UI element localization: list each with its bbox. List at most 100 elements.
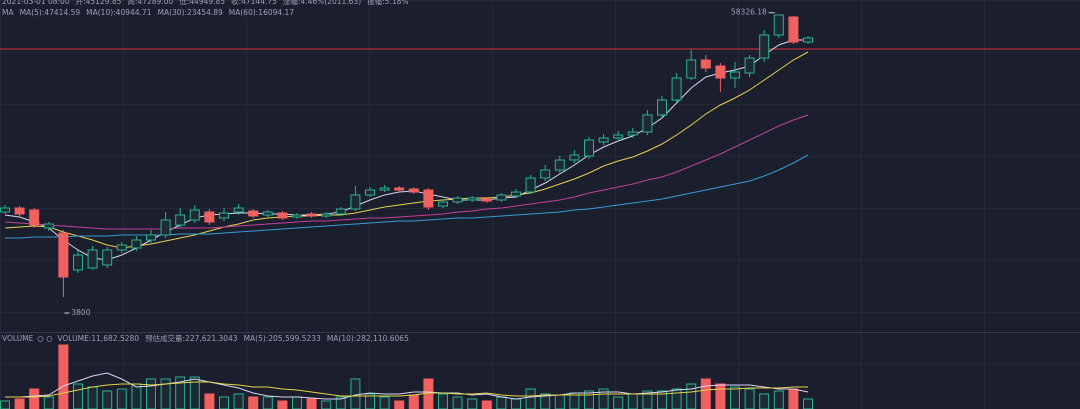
- volume-bar: [292, 396, 302, 409]
- volume-bar: [394, 400, 405, 409]
- candle-body: [671, 77, 682, 101]
- candle-body: [87, 249, 98, 269]
- candle-body: [613, 134, 624, 139]
- volume-bar: [657, 390, 667, 409]
- volume-title: VOLUME: [2, 334, 34, 343]
- volume-bar: [511, 398, 521, 409]
- candle-body: [175, 214, 186, 226]
- candle-body: [803, 37, 813, 43]
- candle-body: [306, 213, 317, 217]
- candle-body: [29, 209, 40, 226]
- volume-bar: [350, 378, 361, 409]
- candle-body: [511, 191, 521, 197]
- ma-line: [5, 154, 809, 239]
- volume-bar: [467, 398, 478, 409]
- candle-body: [759, 34, 770, 59]
- volume-bar: [233, 393, 244, 409]
- ma-line: [4, 51, 809, 249]
- legend-entry: MA(10):282,110.6065: [327, 334, 409, 343]
- volume-bar: [642, 390, 653, 409]
- candle-body: [204, 211, 215, 223]
- legend-entry: MA(30):23454.89: [157, 8, 223, 17]
- volume-bar: [744, 388, 755, 409]
- volume-bar: [613, 396, 624, 409]
- volume-bar: [248, 396, 259, 409]
- candle-body: [481, 198, 492, 202]
- volume-bar: [146, 378, 156, 409]
- candle-body: [219, 212, 229, 219]
- volume-bar: [277, 400, 288, 409]
- volume-bar: [408, 394, 419, 409]
- volume-bar: [0, 400, 10, 409]
- candle-body: [131, 239, 142, 249]
- volume-ma-line: [5, 381, 808, 398]
- candle-body: [292, 214, 302, 218]
- volume-bar: [160, 378, 171, 409]
- candle-body: [14, 207, 25, 215]
- volume-bar: [788, 388, 799, 409]
- ma-line: [4, 114, 809, 230]
- candle-body: [58, 232, 69, 278]
- volume-bar: [321, 400, 332, 409]
- volume-bar: [262, 396, 273, 409]
- candle-body: [423, 189, 434, 208]
- candle-body: [160, 219, 171, 236]
- volume-bar: [540, 393, 551, 409]
- volume-bar: [306, 398, 317, 409]
- volume-bar: [29, 388, 40, 409]
- candle-body: [657, 99, 667, 116]
- settings-icon[interactable]: [37, 336, 44, 342]
- candle-body: [467, 197, 478, 201]
- candle-body: [116, 244, 127, 251]
- candle-body: [189, 209, 200, 221]
- legend-entry: MA(60):16094.17: [229, 8, 295, 17]
- volume-bar: [481, 400, 492, 409]
- volume-bar: [438, 393, 448, 409]
- header-item: 高:47289.00: [127, 0, 173, 6]
- volume-bar: [671, 388, 682, 409]
- volume-bar: [759, 393, 770, 409]
- candle-body: [262, 211, 273, 216]
- volume-bar: [175, 376, 186, 409]
- candle-body: [730, 71, 740, 79]
- volume-bar: [598, 388, 609, 409]
- legend-entry: 预估成交量:227,621.3043: [145, 333, 238, 343]
- volume-bar: [700, 378, 711, 409]
- candle-body: [233, 207, 244, 213]
- candle-body: [554, 159, 565, 171]
- volume-bar: [131, 383, 142, 409]
- volume-bar: [335, 396, 346, 409]
- volume-ma-line: [5, 372, 809, 400]
- volume-bar: [773, 390, 784, 409]
- volume-bar: [584, 390, 594, 409]
- candle-body: [540, 169, 551, 179]
- candle-body: [0, 207, 10, 213]
- candle-body: [788, 16, 799, 43]
- volume-bar: [627, 393, 638, 409]
- candle-body: [102, 249, 113, 266]
- volume-bar: [365, 393, 375, 409]
- volume-bar: [14, 398, 25, 409]
- volume-bar: [525, 388, 536, 409]
- volume-bar: [189, 376, 200, 409]
- candle-body: [248, 210, 259, 217]
- candle-body: [700, 59, 711, 69]
- close-icon[interactable]: [46, 336, 53, 342]
- volume-bar: [715, 383, 726, 409]
- volume-bar: [58, 344, 69, 409]
- legend-entry: MA(5):205,599.5233: [244, 334, 321, 343]
- volume-bar: [219, 396, 229, 409]
- volume-bar: [730, 386, 740, 409]
- header-item: 振幅:5.18%: [367, 0, 408, 6]
- volume-bar: [204, 393, 215, 409]
- header-item: 收:47144.75: [231, 0, 277, 6]
- low-label: 3800: [71, 308, 90, 317]
- candle-body: [365, 189, 375, 196]
- legend-entry: VOLUME:11,682.5280: [57, 334, 139, 343]
- candle-body: [438, 201, 448, 207]
- candle-body: [744, 57, 755, 74]
- volume-bar: [452, 396, 463, 409]
- candle-body: [686, 59, 697, 79]
- volume-bar: [102, 390, 113, 409]
